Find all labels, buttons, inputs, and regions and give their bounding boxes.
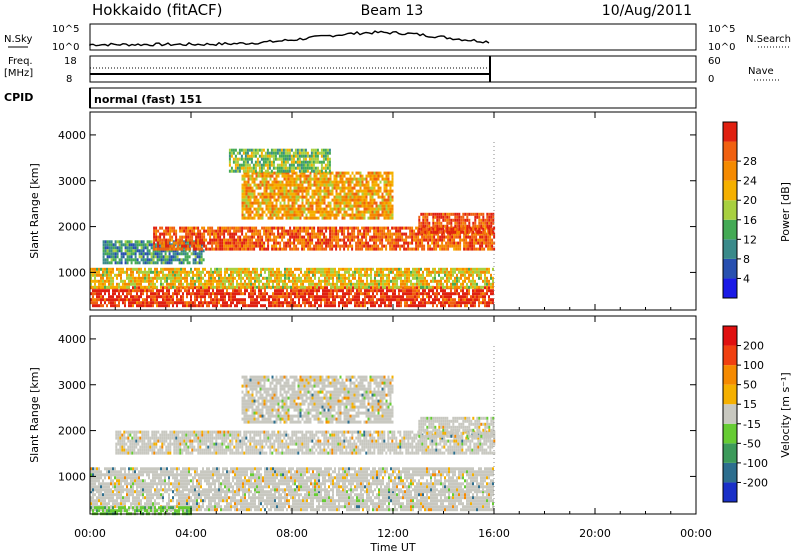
colorbar-tick-label: 20 [743,194,757,207]
colorbar-tick-label: -200 [743,476,768,489]
y-tick-label: 2000 [58,425,86,438]
heatmap-band [90,267,494,289]
x-tick-label: 16:00 [478,527,510,540]
heatmap-band [418,212,495,234]
freq-label-1: Freq. [8,56,33,67]
colorbar-swatch [723,482,737,502]
nsky-line [89,30,490,47]
x-tick-label: 08:00 [276,527,308,540]
colorbar-swatch [723,384,737,405]
power-colorbar-label: Power [dB] [779,182,792,242]
colorbar-swatch [723,180,737,201]
y-tick-label: 2000 [58,221,86,234]
heatmap-band [418,416,495,438]
nave-tick-low: 0 [708,74,714,85]
heatmap-band [90,467,494,492]
freq-label-2: [MHz] [4,68,33,79]
y-tick-label: 1000 [58,266,86,279]
colorbar-tick-label: 24 [743,175,757,188]
colorbar-tick-label: 4 [743,272,750,285]
power-ylabel: Slant Range [km] [28,163,41,259]
colorbar-swatch [723,258,737,279]
y-tick-label: 3000 [58,379,86,392]
colorbar-swatch [723,239,737,259]
colorbar-swatch [723,161,737,181]
colorbar-swatch [723,122,737,142]
colorbar-swatch [723,345,737,366]
colorbar-swatch [723,462,737,483]
beam-title: Beam 13 [361,3,424,19]
nsky-strip: N.Sky 10^5 10^0 10^5 10^0 N.Search [4,23,791,53]
freq-tick-low: 8 [66,74,72,85]
colorbar-swatch [723,443,737,463]
heatmap-band [241,375,394,424]
colorbar-swatch [723,219,737,240]
cpid-value: normal (fast) 151 [94,93,202,106]
colorbar-swatch [723,423,737,444]
colorbar-swatch [723,278,737,298]
x-axis: 00:00 04:00 08:00 12:00 16:00 20:00 00:00 [74,112,712,540]
colorbar-tick-label: 12 [743,233,757,246]
x-tick-label: 00:00 [74,527,106,540]
nsearch-tick-low: 10^0 [708,42,735,53]
colorbar-tick-label: 100 [743,359,764,372]
colorbar-tick-label: 200 [743,340,764,353]
station-title: Hokkaido (fitACF) [92,1,223,19]
x-tick-label: 04:00 [175,527,207,540]
freq-tick-high: 18 [64,56,77,67]
nave-label: Nave [748,66,774,77]
velocity-colorbar-label: Velocity [m s⁻¹] [779,372,792,457]
freq-strip: Freq. [MHz] 18 8 60 0 Nave [4,55,780,85]
x-axis-label: Time UT [369,541,415,554]
nsearch-tick-high: 10^5 [708,24,735,35]
colorbar-tick-label: 16 [743,214,757,227]
heatmap-band [153,226,496,251]
colorbar-tick-label: 8 [743,253,750,266]
velocity-panel: 1000 2000 3000 4000 Slant Range [km] 200 100… [28,315,792,516]
nsearch-label: N.Search [746,34,791,45]
heatmap-band [90,490,494,512]
y-tick-label: 4000 [58,129,86,142]
colorbar-swatch [723,404,737,424]
date-title: 10/Aug/2011 [602,3,692,19]
cpid-strip: CPID normal (fast) 151 [4,87,697,109]
colorbar-tick-label: -100 [743,457,768,470]
nsky-tick-high: 10^5 [52,24,79,35]
y-tick-label: 3000 [58,175,86,188]
colorbar-tick-label: 28 [743,155,757,168]
heatmap-band [241,171,394,220]
heatmap-band [115,430,496,455]
colorbar-swatch [723,365,737,385]
nsky-label: N.Sky [4,34,32,45]
colorbar-swatch [723,326,737,346]
nave-tick-high: 60 [708,56,721,67]
colorbar-tick-label: -15 [743,418,761,431]
colorbar-tick-label: 15 [743,398,757,411]
colorbar-tick-label: -50 [743,437,761,450]
x-tick-label: 00:00 [680,527,712,540]
velocity-ylabel: Slant Range [km] [28,367,41,463]
colorbar-tick-label: 50 [743,379,757,392]
nsky-tick-low: 10^0 [52,42,79,53]
velocity-heatmap [90,346,496,516]
x-tick-label: 12:00 [377,527,409,540]
colorbar-swatch [723,200,737,220]
power-panel: 1000 2000 3000 4000 Slant Range [km] 4 8 12 16… [28,111,792,311]
heatmap-band [228,148,331,173]
y-tick-label: 1000 [58,470,86,483]
colorbar-swatch [723,141,737,162]
y-tick-label: 4000 [58,333,86,346]
cpid-label: CPID [4,91,33,104]
power-heatmap [90,142,496,310]
x-tick-label: 20:00 [579,527,611,540]
